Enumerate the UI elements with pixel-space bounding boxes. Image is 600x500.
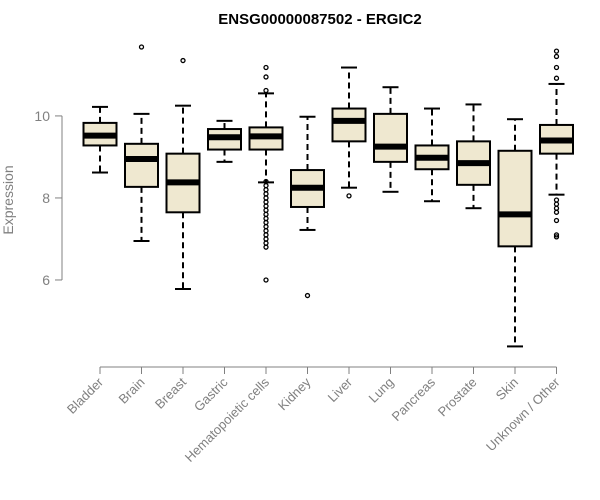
box-group xyxy=(456,103,491,210)
box-group xyxy=(165,57,201,290)
outlier-point xyxy=(263,182,269,189)
x-tick-label: Bladder xyxy=(64,374,107,417)
outlier-point xyxy=(263,224,269,230)
y-tick-label: 6 xyxy=(42,272,50,288)
x-tick-label: Liver xyxy=(325,374,356,405)
outlier-point xyxy=(263,228,269,234)
outlier-point xyxy=(263,64,269,71)
outlier-point xyxy=(553,197,560,203)
x-tick-label: Skin xyxy=(493,375,521,403)
box-group xyxy=(290,115,325,299)
outlier-point xyxy=(553,48,560,54)
box-group xyxy=(497,118,533,348)
x-tick-label: Prostate xyxy=(435,375,480,420)
box-group xyxy=(248,64,284,283)
outlier-point xyxy=(553,205,560,211)
outlier-point xyxy=(553,64,560,71)
y-axis: 6 8 10 xyxy=(34,108,63,288)
y-tick-label: 10 xyxy=(34,108,50,124)
outlier-point xyxy=(553,75,560,81)
outlier-point xyxy=(263,187,269,193)
box-group xyxy=(373,86,408,193)
outlier-point xyxy=(138,44,145,50)
outlier-point xyxy=(263,244,269,250)
outlier-point xyxy=(553,209,560,215)
outlier-point xyxy=(346,193,352,199)
outlier-point xyxy=(263,87,269,94)
outlier-point xyxy=(263,195,269,201)
outlier-point xyxy=(553,217,560,224)
x-tick-label: Lung xyxy=(366,375,397,406)
outlier-point xyxy=(263,232,269,238)
outlier-point xyxy=(263,215,269,222)
x-tick-label: Kidney xyxy=(275,374,314,413)
box xyxy=(373,112,408,163)
outlier-point xyxy=(263,219,269,226)
outlier-point xyxy=(263,236,269,242)
x-tick-label: Breast xyxy=(152,374,189,411)
outlier-point xyxy=(553,53,560,60)
x-tick-label: Pancreas xyxy=(389,374,439,424)
box xyxy=(331,107,367,143)
boxes-layer xyxy=(82,44,574,348)
box-group xyxy=(124,44,159,243)
outlier-point xyxy=(263,240,269,246)
outlier-point xyxy=(263,207,269,213)
x-tick-label: Unknown / Other xyxy=(483,374,563,454)
box xyxy=(497,149,533,248)
x-tick-label: Brain xyxy=(116,375,148,407)
outlier-point xyxy=(553,201,560,207)
box-group xyxy=(82,105,118,174)
outlier-point xyxy=(180,57,186,64)
box-group xyxy=(207,119,242,163)
y-axis-label: Expression xyxy=(0,165,16,234)
chart-title: ENSG00000087502 - ERGIC2 xyxy=(218,11,421,28)
outlier-point xyxy=(263,199,269,205)
outlier-point xyxy=(553,232,560,238)
box xyxy=(124,142,159,188)
y-tick-label: 8 xyxy=(42,190,50,206)
outlier-point xyxy=(263,211,269,218)
outlier-point xyxy=(304,292,311,299)
outlier-point xyxy=(553,234,560,240)
outlier-point xyxy=(263,191,269,197)
outlier-point xyxy=(263,203,269,209)
outlier-point xyxy=(263,277,269,283)
outlier-point xyxy=(263,74,269,80)
box-group xyxy=(414,107,450,203)
box-group xyxy=(539,48,574,240)
x-tick-label: Gastric xyxy=(191,374,231,414)
box-group xyxy=(331,66,367,199)
